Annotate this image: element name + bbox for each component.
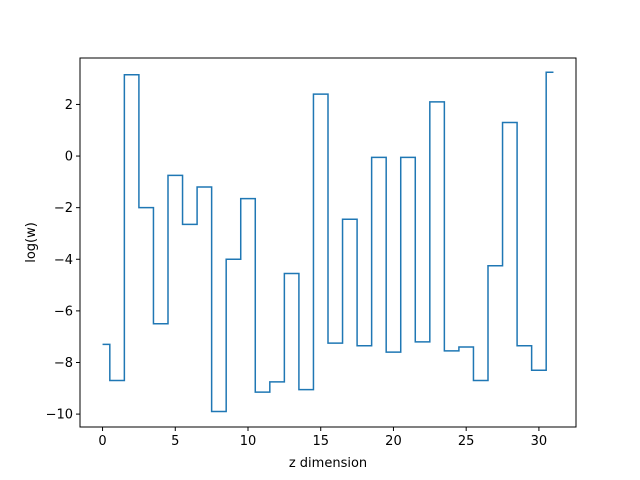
y-tick-label: 2 (65, 98, 73, 113)
x-tick-label: 10 (240, 434, 257, 449)
plot-area (102, 71, 554, 413)
y-tick-label: −4 (54, 253, 73, 268)
x-axis: 0 5 10 15 20 25 30 (98, 427, 547, 449)
y-axis: −10 −8 −6 −4 −2 0 2 (46, 98, 80, 423)
series-line-0 (102, 71, 554, 413)
y-axis-label: log(w) (24, 222, 39, 263)
y-tick-label: −6 (54, 304, 73, 319)
x-tick-label: 25 (458, 434, 475, 449)
x-tick-label: 30 (531, 434, 548, 449)
x-tick-label: 5 (171, 434, 179, 449)
y-tick-label: −2 (54, 201, 73, 216)
axes-frame (79, 57, 577, 428)
x-tick-label: 15 (312, 434, 329, 449)
x-tick-label: 20 (385, 434, 402, 449)
y-tick-label: 0 (65, 150, 73, 165)
y-tick-label: −8 (54, 356, 73, 371)
x-tick-label: 0 (98, 434, 106, 449)
x-axis-label: z dimension (289, 456, 367, 471)
y-tick-label: −10 (46, 408, 73, 423)
